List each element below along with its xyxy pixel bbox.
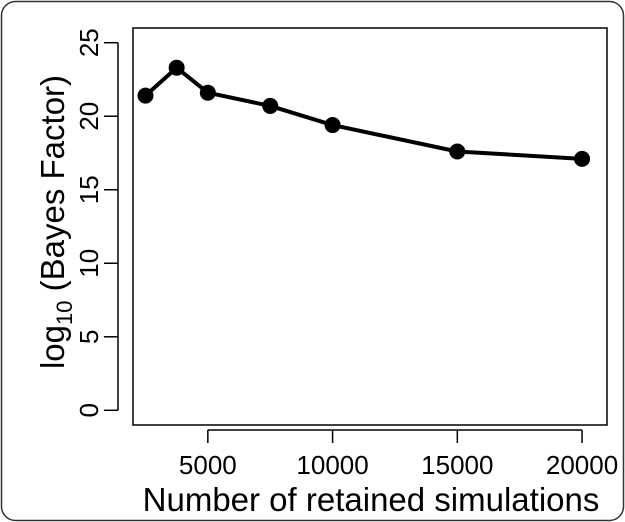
x-axis: 5000 10000 15000 20000 <box>179 429 618 480</box>
y-axis-label-base: log <box>34 325 71 369</box>
x-axis-label: Number of retained simulations <box>143 481 600 518</box>
x-tick-label: 10000 <box>296 450 368 480</box>
y-axis-label: log10 (Bayes Factor) <box>34 75 77 369</box>
data-series <box>137 59 591 167</box>
y-axis-label-subscript: 10 <box>52 301 77 325</box>
x-tick-label: 5000 <box>179 450 237 480</box>
data-point <box>574 150 591 167</box>
data-point <box>262 97 279 114</box>
plot-area-frame <box>132 27 608 426</box>
data-point <box>168 59 185 76</box>
y-axis: 0 5 10 15 20 25 <box>74 28 119 418</box>
y-tick-label: 25 <box>74 28 104 57</box>
y-tick-label: 20 <box>74 102 104 131</box>
data-point <box>324 117 341 134</box>
x-tick-label: 15000 <box>421 450 493 480</box>
y-tick-label: 0 <box>74 403 104 417</box>
y-tick-label: 15 <box>74 175 104 204</box>
y-tick-label: 5 <box>74 330 104 344</box>
x-tick-label: 20000 <box>546 450 618 480</box>
data-point <box>449 143 466 160</box>
y-tick-label: 10 <box>74 249 104 278</box>
data-point <box>137 87 154 104</box>
y-axis-label-rest: (Bayes Factor) <box>34 75 71 301</box>
data-point <box>199 84 216 101</box>
